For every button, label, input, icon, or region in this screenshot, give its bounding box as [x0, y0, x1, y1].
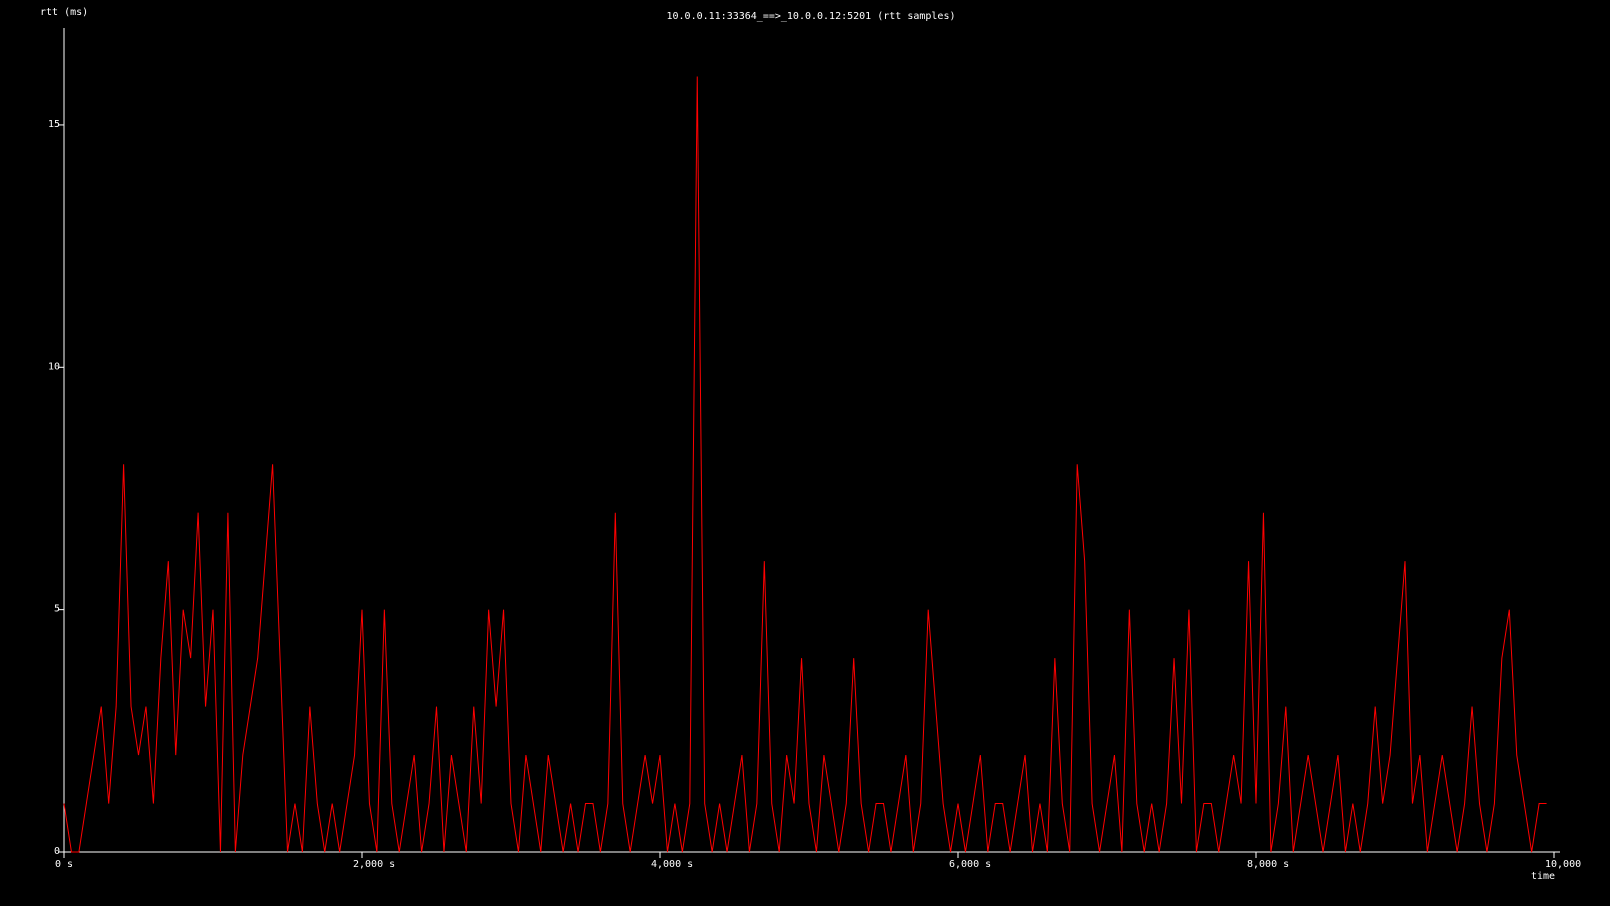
x-axis-label: time	[1531, 871, 1555, 882]
x-tick-label: 0 s	[55, 859, 73, 870]
y-tick-label: 5	[54, 604, 60, 615]
x-tick-label: 4,000 s	[651, 859, 693, 870]
y-tick-label: 0	[54, 846, 60, 857]
x-tick-label: 2,000 s	[353, 859, 395, 870]
chart-title: 10.0.0.11:33364_==>_10.0.0.12:5201 (rtt …	[667, 11, 956, 22]
rtt-line	[63, 76, 1547, 853]
y-tick-label: 10	[48, 361, 60, 372]
y-tick-label: 15	[48, 119, 60, 130]
x-tick-label: 6,000 s	[949, 859, 991, 870]
x-tick-label: 8,000 s	[1247, 859, 1289, 870]
x-tick-label: 10,000	[1545, 859, 1581, 870]
y-axis-label: rtt (ms)	[40, 7, 88, 18]
